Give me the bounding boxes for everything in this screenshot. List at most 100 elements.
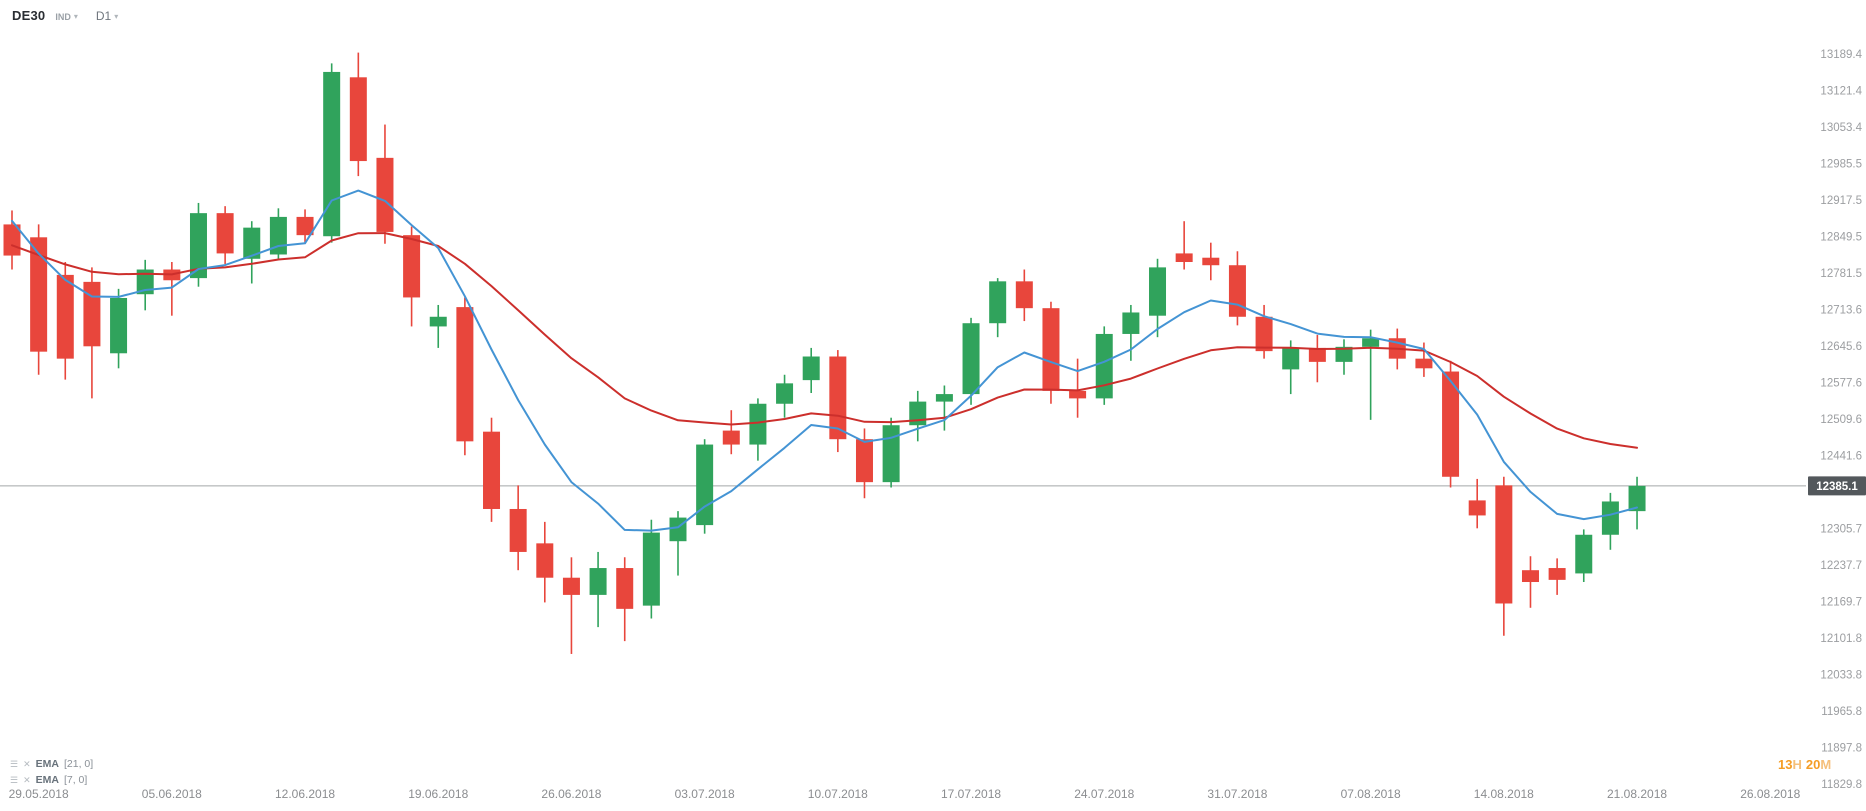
candle-body (536, 543, 554, 578)
candle-body (1255, 316, 1273, 352)
price-axis-label: 12577.6 (1820, 377, 1862, 389)
candle-body (243, 227, 261, 259)
close-icon[interactable]: ✕ (23, 774, 31, 785)
candle-body (1202, 257, 1220, 266)
timeframe-dropdown[interactable]: D1 ▾ (96, 9, 118, 23)
price-axis-label: 12101.8 (1820, 633, 1862, 645)
indicator-label: EMA (35, 758, 59, 770)
countdown-hours-suffix: H (1792, 757, 1802, 772)
candle-body (1335, 346, 1353, 362)
price-axis-label: 12781.5 (1820, 268, 1862, 280)
timeframe-label: D1 (95, 9, 112, 23)
candle-body (616, 568, 634, 609)
price-axis-label: 12713.6 (1820, 304, 1862, 316)
indicator-legend: ☰ ✕ EMA [21, 0] ☰ ✕ EMA [7, 0] (10, 756, 93, 788)
candle-body (1042, 308, 1060, 391)
date-axis-label: 17.07.2018 (941, 787, 1001, 801)
menu-icon[interactable]: ☰ (10, 774, 19, 785)
indicator-params: [21, 0] (63, 758, 94, 770)
candle-body (110, 297, 128, 354)
candle-body (1495, 485, 1513, 604)
ema-line-7 (11, 189, 1638, 532)
candle-body (189, 213, 207, 279)
candle-body (882, 425, 900, 483)
candle-body (483, 431, 501, 509)
price-axis-label: 12509.6 (1820, 414, 1862, 426)
candle-body (83, 281, 101, 347)
candle-body (56, 274, 74, 359)
price-axis-label: 13053.4 (1820, 122, 1862, 134)
candle-body (323, 71, 341, 237)
date-axis-label: 26.08.2018 (1740, 787, 1800, 801)
ema-line-21 (11, 232, 1638, 449)
candle-body (429, 316, 447, 327)
chevron-down-icon: ▾ (73, 12, 78, 21)
price-axis-label: 11829.8 (1821, 779, 1862, 791)
candle-body (456, 307, 474, 442)
price-axis-label: 12033.8 (1820, 669, 1862, 681)
candle-body (1095, 333, 1113, 399)
date-axis-label: 05.06.2018 (142, 787, 202, 801)
candle-body (1575, 534, 1593, 574)
candle-body (136, 269, 154, 295)
candle-body (1122, 312, 1140, 334)
price-axis-label: 12985.5 (1820, 158, 1862, 170)
instrument-type-dropdown[interactable]: IND ▾ (55, 12, 78, 22)
price-axis-label: 12169.7 (1820, 597, 1862, 609)
candle-body (642, 532, 660, 606)
candle-body (1415, 358, 1433, 369)
candle-body (1601, 501, 1619, 535)
price-axis-label: 12917.5 (1820, 195, 1862, 207)
indicator-label: EMA (35, 774, 59, 786)
price-axis-label: 13121.4 (1820, 86, 1862, 98)
chevron-down-icon: ▾ (114, 12, 119, 21)
candle-body (1628, 485, 1646, 512)
indicator-row: ☰ ✕ EMA [21, 0] (10, 756, 93, 772)
countdown-hours: 13 (1778, 757, 1793, 772)
candle-body (562, 577, 580, 595)
candle-body (1175, 253, 1193, 263)
candle-body (1015, 281, 1033, 309)
price-axis-label: 12849.5 (1820, 232, 1862, 244)
countdown-minutes: 20 (1805, 757, 1821, 772)
chart-header: DE30 IND ▾ D1 ▾ (12, 8, 118, 23)
candle-countdown: 13H 20M (1778, 757, 1835, 772)
candle-body (749, 403, 767, 445)
candle-body (722, 430, 740, 445)
candle-body (349, 77, 367, 162)
candle-body (1228, 265, 1246, 317)
candle-body (962, 323, 980, 395)
date-axis-label: 24.07.2018 (1074, 787, 1134, 801)
instrument-type-label: IND (55, 12, 71, 22)
date-axis-label: 21.08.2018 (1607, 787, 1667, 801)
indicator-params: [7, 0] (63, 774, 88, 786)
candle-body (1521, 570, 1539, 583)
candle-body (296, 216, 314, 236)
candle-body (802, 356, 820, 381)
candle-body (909, 401, 927, 426)
candle-body (1468, 500, 1486, 516)
price-axis-label: 12237.7 (1820, 560, 1862, 572)
candle-body (1362, 338, 1380, 347)
menu-icon[interactable]: ☰ (10, 758, 19, 769)
candle-body (935, 394, 953, 402)
countdown-minutes-suffix: M (1820, 757, 1832, 772)
price-axis-label: 11965.8 (1821, 706, 1862, 718)
candle-body (1149, 267, 1167, 316)
date-axis-label: 03.07.2018 (675, 787, 735, 801)
candle-body (829, 356, 847, 440)
candle-body (216, 213, 234, 254)
candle-body (403, 235, 421, 298)
indicator-row: ☰ ✕ EMA [7, 0] (10, 772, 93, 788)
candle-body (509, 508, 527, 552)
date-axis-label: 14.08.2018 (1474, 787, 1534, 801)
candle-body (589, 568, 607, 595)
candle-body (1069, 390, 1087, 399)
date-axis-label: 19.06.2018 (408, 787, 468, 801)
current-price-value: 12385.1 (1816, 481, 1858, 493)
price-axis-label: 13189.4 (1820, 49, 1862, 61)
candle-body (776, 383, 794, 404)
close-icon[interactable]: ✕ (23, 758, 31, 769)
candle-body (1282, 347, 1300, 370)
